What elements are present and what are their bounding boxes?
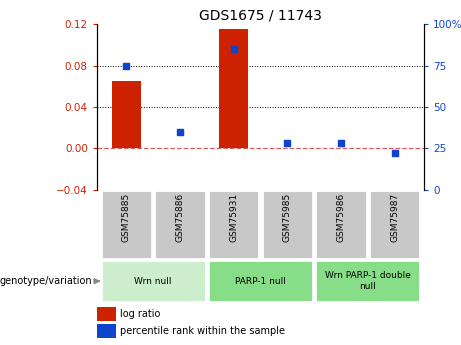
Bar: [208, 260, 313, 302]
Bar: [315, 260, 420, 302]
Text: PARP-1 null: PARP-1 null: [235, 277, 286, 286]
Point: [230, 46, 237, 52]
Point: [391, 150, 398, 156]
Text: percentile rank within the sample: percentile rank within the sample: [120, 326, 285, 336]
Bar: [97, 324, 117, 338]
Text: GSM75931: GSM75931: [229, 193, 238, 243]
Bar: [315, 190, 366, 259]
Text: Wrn null: Wrn null: [135, 277, 172, 286]
Text: GSM75886: GSM75886: [176, 193, 184, 243]
Text: genotype/variation: genotype/variation: [0, 276, 93, 286]
Bar: [97, 307, 117, 321]
Point: [176, 129, 183, 135]
Bar: [369, 190, 420, 259]
Text: GSM75986: GSM75986: [337, 193, 345, 243]
Bar: [100, 260, 206, 302]
Text: log ratio: log ratio: [120, 309, 160, 319]
Text: GSM75987: GSM75987: [390, 193, 399, 243]
Bar: [219, 29, 248, 148]
Bar: [112, 81, 141, 148]
Text: Wrn PARP-1 double
null: Wrn PARP-1 double null: [325, 272, 411, 291]
Text: GSM75885: GSM75885: [122, 193, 131, 243]
Bar: [208, 190, 260, 259]
Bar: [154, 190, 206, 259]
Title: GDS1675 / 11743: GDS1675 / 11743: [199, 9, 322, 23]
Point: [337, 141, 345, 146]
Point: [284, 141, 291, 146]
Text: GSM75985: GSM75985: [283, 193, 292, 243]
Point: [123, 63, 130, 68]
Bar: [261, 190, 313, 259]
Bar: [100, 190, 152, 259]
